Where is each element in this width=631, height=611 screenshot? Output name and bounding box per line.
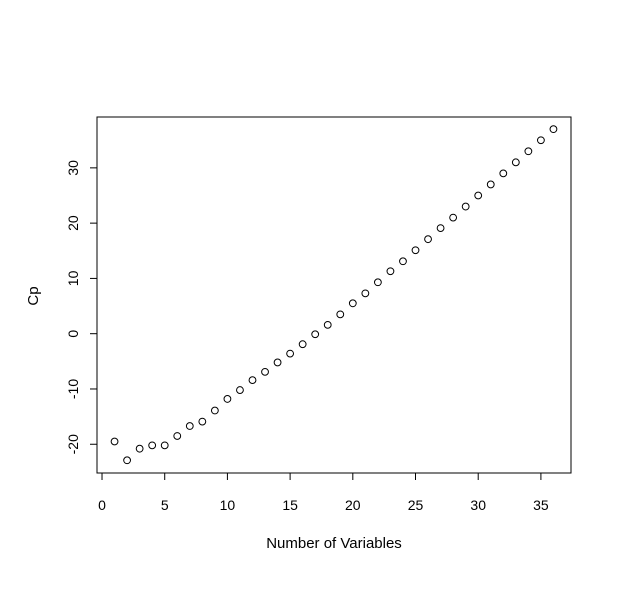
data-point (261, 367, 269, 376)
data-point (123, 456, 131, 465)
data-point (511, 158, 520, 167)
y-axis: -20 -10 0 10 20 30 (65, 160, 98, 454)
data-point (524, 147, 533, 156)
x-tick-label: 25 (408, 497, 424, 513)
data-point (436, 224, 445, 233)
data-point (486, 180, 495, 189)
data-point (424, 235, 432, 244)
y-tick-label: 30 (65, 160, 81, 176)
data-point (323, 320, 332, 329)
y-tick-label: 20 (65, 215, 81, 231)
x-tick-label: 35 (533, 497, 549, 513)
data-point (348, 299, 357, 308)
data-point (273, 358, 282, 367)
data-point (248, 376, 257, 385)
data-point (185, 422, 194, 430)
data-points (110, 125, 558, 465)
data-point (461, 202, 470, 211)
data-point (499, 169, 508, 178)
data-point (373, 278, 382, 287)
x-tick-label: 0 (98, 497, 106, 513)
data-point (411, 246, 420, 255)
data-point (311, 330, 320, 339)
data-point (386, 267, 395, 276)
data-point (160, 441, 169, 450)
data-point (210, 406, 219, 415)
data-point (361, 289, 370, 298)
data-point (148, 441, 157, 450)
data-point (286, 349, 295, 358)
x-axis-title: Number of Variables (266, 535, 402, 552)
data-point (537, 136, 545, 145)
y-tick-label: 10 (65, 270, 81, 286)
x-axis: 0 5 10 15 20 25 30 35 (98, 472, 549, 513)
data-point (110, 437, 119, 446)
data-point (449, 213, 458, 222)
data-point (549, 125, 558, 134)
x-tick-label: 10 (220, 497, 236, 513)
data-point (399, 257, 407, 266)
y-tick-label: -20 (65, 434, 81, 454)
plot-frame (96, 116, 572, 474)
x-tick-label: 15 (282, 497, 298, 513)
x-tick-label: 5 (161, 497, 169, 513)
data-point (474, 191, 483, 200)
x-tick-label: 20 (345, 497, 361, 513)
data-point (298, 340, 307, 349)
data-point (223, 395, 232, 403)
y-tick-label: 0 (65, 330, 81, 338)
data-point (336, 310, 345, 319)
data-point (198, 417, 207, 426)
x-tick-label: 30 (470, 497, 486, 513)
data-point (135, 444, 144, 453)
y-tick-label: -10 (65, 379, 81, 399)
y-axis-title: Cp (25, 286, 42, 305)
data-point (173, 432, 182, 440)
data-point (236, 386, 244, 394)
